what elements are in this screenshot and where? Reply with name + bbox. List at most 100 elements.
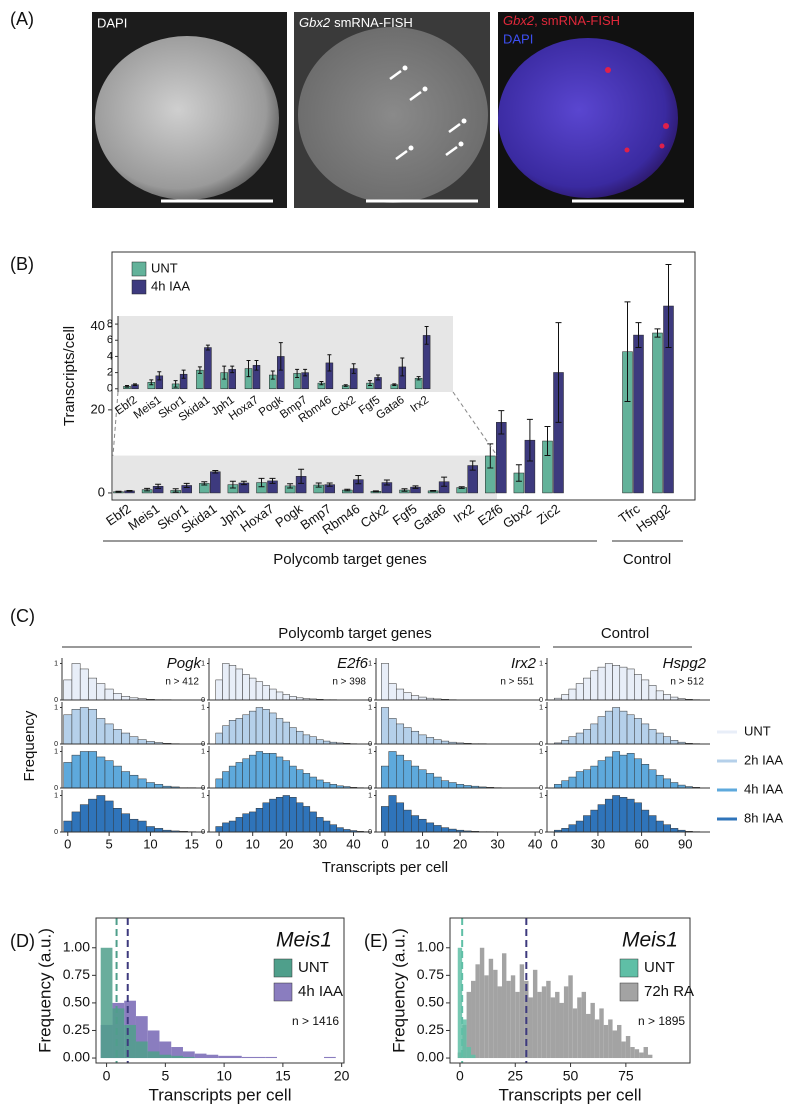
panel-title: Irx2 xyxy=(511,655,537,672)
histogram-bar xyxy=(63,820,73,833)
histogram-bar xyxy=(316,817,324,833)
histogram-bar xyxy=(124,1024,136,1059)
histogram-bar xyxy=(612,795,621,833)
histogram-bar xyxy=(154,828,164,833)
histogram-bar xyxy=(590,809,599,833)
histogram-bar xyxy=(396,802,405,833)
histogram-bar xyxy=(663,778,671,789)
error-bar xyxy=(441,476,448,487)
x-tick-label: 10 xyxy=(143,836,157,851)
x-tick-label: Hoxa7 xyxy=(237,501,276,535)
histogram-bar xyxy=(626,798,635,833)
panel-title: Meis1 xyxy=(622,929,678,952)
histogram-bar xyxy=(626,714,635,745)
histogram-bar xyxy=(222,822,230,833)
histogram-bar xyxy=(275,718,284,745)
error-bar xyxy=(181,369,186,379)
histogram-bar xyxy=(112,765,122,789)
histogram-bar xyxy=(612,1030,618,1059)
y-tick-label: 0 xyxy=(201,785,205,792)
histogram-bar xyxy=(475,964,480,1059)
panel-title: E2f6 xyxy=(337,655,369,672)
x-tick-label: Gata6 xyxy=(374,394,407,422)
x-tick-label: 40 xyxy=(346,836,360,851)
histogram-bar xyxy=(381,707,390,745)
histogram-bar xyxy=(388,683,397,701)
histogram-bar xyxy=(575,683,584,701)
histogram-bar xyxy=(171,1047,183,1059)
x-tick-label: Zic2 xyxy=(534,501,563,527)
legend-label: UNT xyxy=(744,723,771,738)
histogram-bar xyxy=(411,730,420,745)
error-bar xyxy=(183,482,190,489)
histogram-bar xyxy=(112,729,122,745)
histogram-bar xyxy=(63,762,73,789)
histogram-bar xyxy=(493,969,498,1059)
micrograph: DAPI xyxy=(92,12,287,208)
histogram-bar xyxy=(96,795,106,833)
error-bar xyxy=(115,490,122,493)
plot-frame xyxy=(111,251,696,501)
y-tick-label: 0.25 xyxy=(417,1021,444,1037)
bar xyxy=(633,334,644,494)
y-tick-label: 1 xyxy=(54,748,58,755)
error-bar xyxy=(315,482,322,488)
histogram-bar xyxy=(63,714,73,745)
error-bar xyxy=(635,322,642,349)
histogram-bar xyxy=(146,782,155,789)
histogram-bar xyxy=(575,771,584,789)
x-tick-label: 15 xyxy=(275,1068,291,1084)
histogram-bar xyxy=(501,953,507,1059)
histogram-bar xyxy=(242,714,250,745)
histogram-bar xyxy=(568,688,577,701)
error-bar xyxy=(400,357,405,377)
histogram-bar xyxy=(619,710,628,745)
sample-size: n > 551 xyxy=(500,677,534,688)
histogram-bar xyxy=(403,692,412,701)
legend-label: UNT xyxy=(151,260,178,275)
histogram-bar xyxy=(510,975,516,1059)
histogram-bar xyxy=(104,800,114,833)
legend-label: 2h IAA xyxy=(744,752,783,767)
error-bar xyxy=(229,480,236,489)
histogram-bar xyxy=(634,802,642,833)
error-bar xyxy=(458,486,465,489)
histogram-bar xyxy=(302,773,311,789)
caption: Gbx2 smRNA-FISH xyxy=(299,15,413,30)
histogram-bar xyxy=(433,776,442,789)
histogram-bar xyxy=(229,1055,242,1059)
histogram-bar xyxy=(575,820,584,833)
panel-label: (B) xyxy=(10,254,34,274)
error-bar xyxy=(555,322,562,423)
error-bar xyxy=(222,365,227,380)
error-bar xyxy=(278,342,283,371)
x-tick-label: Gbx2 xyxy=(500,501,534,531)
y-tick-label: 1 xyxy=(539,792,543,799)
x-tick-label: E2f6 xyxy=(475,501,506,529)
histogram-bar xyxy=(262,753,270,789)
histogram-bar xyxy=(403,727,412,745)
y-tick-label: 1 xyxy=(54,660,58,667)
histogram-bar xyxy=(253,1056,266,1059)
panel-label: (A) xyxy=(10,9,34,29)
sample-size: n > 1416 xyxy=(292,1014,339,1028)
sample-size: n > 1895 xyxy=(638,1014,685,1028)
x-tick-label: 0 xyxy=(64,836,71,851)
x-tick-label: Cdx2 xyxy=(329,394,358,419)
error-bar xyxy=(469,460,476,471)
histogram-bar xyxy=(215,679,223,701)
histogram-bar xyxy=(302,734,311,745)
histogram-bar xyxy=(641,679,650,701)
histogram-bar xyxy=(255,681,264,701)
histogram-bar xyxy=(479,947,485,1059)
error-bar xyxy=(368,380,372,387)
histogram-bar xyxy=(597,804,606,833)
histogram-bar xyxy=(528,997,533,1059)
histogram-bar xyxy=(561,740,570,745)
panel-label: (E) xyxy=(364,931,388,951)
gene-name: Gbx2 xyxy=(503,13,535,28)
histogram-bar xyxy=(96,718,106,745)
histogram-bar xyxy=(626,753,635,789)
histogram-bar xyxy=(466,991,472,1059)
